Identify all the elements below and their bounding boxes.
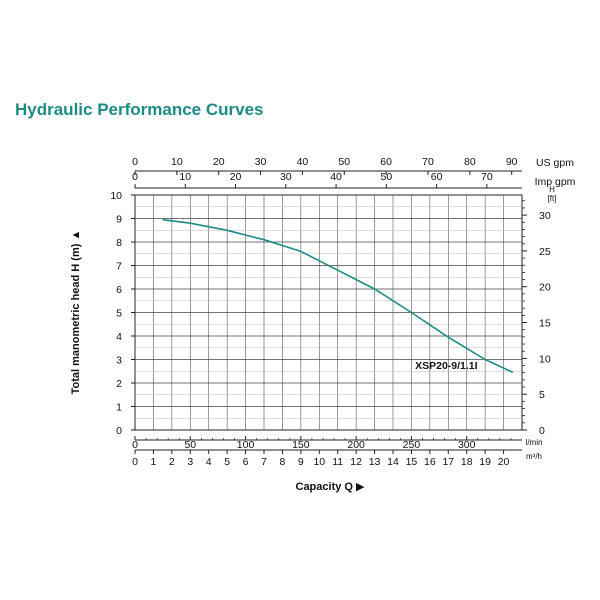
bottom1-unit: l/min	[526, 438, 543, 447]
bottom2-tick-label: 9	[298, 456, 304, 468]
left-tick-label: 6	[116, 284, 122, 296]
bottom2-tick-label: 0	[132, 456, 138, 468]
left-tick-label: 5	[116, 308, 122, 320]
right-tick-label: 15	[539, 318, 551, 330]
right-tick-label: 0	[539, 425, 545, 437]
left-tick-label: 0	[116, 425, 122, 437]
top2-tick-label: 40	[330, 171, 342, 183]
top1-tick-label: 80	[464, 156, 476, 168]
bottom1-tick-label: 100	[237, 439, 255, 451]
y-axis-title: Total manometric head H (m) ▲	[70, 230, 82, 395]
bottom1-tick-label: 150	[292, 439, 310, 451]
top1-tick-label: 70	[422, 156, 434, 168]
left-tick-label: 7	[116, 261, 122, 273]
bottom2-tick-label: 2	[169, 456, 175, 468]
bottom2-tick-label: 1	[151, 456, 157, 468]
top2-tick-label: 50	[380, 171, 392, 183]
right-tick-label: 10	[539, 353, 551, 365]
bottom2-tick-label: 16	[424, 456, 436, 468]
top1-tick-label: 40	[297, 156, 309, 168]
bottom2-tick-label: 18	[461, 456, 473, 468]
right-axis-unit-top: H	[549, 185, 555, 194]
bottom2-tick-label: 12	[350, 456, 362, 468]
top1-tick-label: 60	[380, 156, 392, 168]
top2-tick-label: 70	[481, 171, 493, 183]
right-tick-label: 5	[539, 389, 545, 401]
bottom2-tick-label: 4	[206, 456, 212, 468]
top1-tick-label: 20	[213, 156, 225, 168]
bottom2-tick-label: 7	[261, 456, 267, 468]
left-tick-label: 10	[110, 190, 122, 202]
top1-tick-label: 30	[255, 156, 267, 168]
bottom2-tick-label: 3	[187, 456, 193, 468]
left-tick-label: 9	[116, 214, 122, 226]
right-tick-label: 30	[539, 210, 551, 222]
left-tick-label: 1	[116, 402, 122, 414]
top2-unit: Imp gpm	[535, 176, 576, 188]
bottom2-unit: m³/h	[526, 452, 542, 461]
top2-tick-label: 0	[132, 171, 138, 183]
top1-tick-label: 90	[506, 156, 518, 168]
bottom1-tick-label: 300	[458, 439, 476, 451]
top2-tick-label: 30	[280, 171, 292, 183]
bottom2-tick-label: 5	[224, 456, 230, 468]
top1-tick-label: 50	[338, 156, 350, 168]
left-tick-label: 2	[116, 378, 122, 390]
bottom1-tick-label: 200	[347, 439, 365, 451]
series-line	[162, 218, 514, 374]
right-tick-label: 25	[539, 246, 551, 258]
bottom2-tick-label: 8	[280, 456, 286, 468]
bottom1-tick-label: 50	[184, 439, 196, 451]
top2-tick-label: 20	[230, 171, 242, 183]
left-tick-label: 3	[116, 355, 122, 367]
bottom1-tick-label: 250	[403, 439, 421, 451]
bottom2-tick-label: 6	[243, 456, 249, 468]
bottom2-tick-label: 11	[332, 456, 343, 468]
bottom2-tick-label: 19	[479, 456, 491, 468]
right-axis-unit-bottom: [ft]	[548, 194, 557, 203]
bottom2-tick-label: 10	[313, 456, 325, 468]
top1-tick-label: 0	[132, 156, 138, 168]
top1-unit: US gpm	[536, 157, 574, 169]
top2-tick-label: 60	[431, 171, 443, 183]
bottom1-tick-label: 0	[132, 439, 138, 451]
left-tick-label: 4	[116, 331, 122, 343]
top2-tick-label: 10	[179, 171, 191, 183]
x-axis-title: Capacity Q ▶	[296, 481, 366, 493]
bottom2-tick-label: 13	[369, 456, 381, 468]
bottom2-tick-label: 15	[406, 456, 418, 468]
bottom2-tick-label: 17	[442, 456, 454, 468]
series-label: XSP20-9/1.1I	[415, 360, 478, 372]
bottom2-tick-label: 14	[387, 456, 399, 468]
page-title: Hydraulic Performance Curves	[15, 100, 264, 119]
top1-tick-label: 10	[171, 156, 183, 168]
left-tick-label: 8	[116, 237, 122, 249]
bottom2-tick-label: 20	[498, 456, 510, 468]
right-tick-label: 20	[539, 282, 551, 294]
